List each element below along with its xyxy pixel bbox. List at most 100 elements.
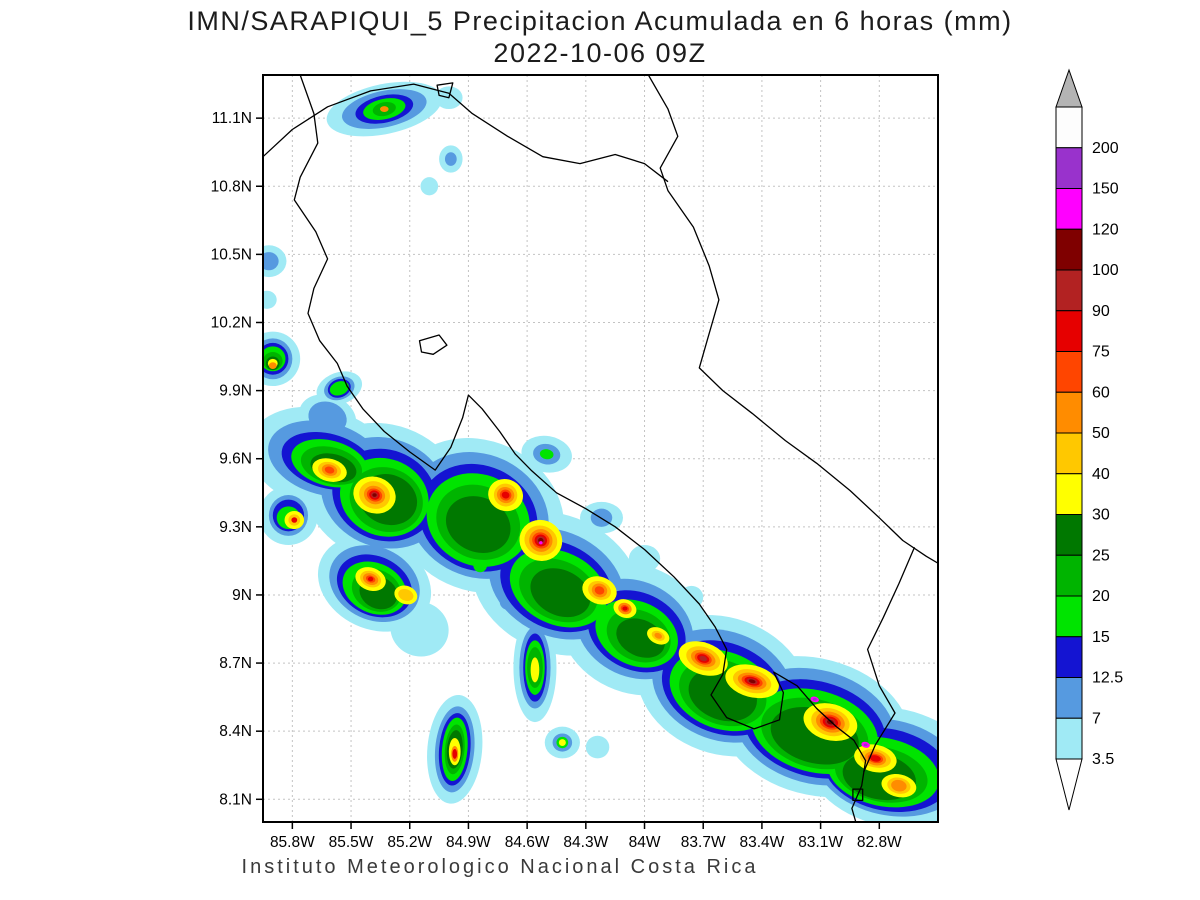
precip-cell (445, 496, 511, 553)
colorbar-label: 30 (1092, 507, 1110, 524)
lat-tick-label: 8.1N (219, 791, 252, 808)
precip-cell (530, 657, 540, 683)
colorbar-segment (1055, 391, 1083, 434)
colorbar-label: 12.5 (1092, 670, 1123, 687)
colorbar-segment (1055, 554, 1083, 597)
precip-cell (869, 755, 881, 762)
lat-tick-label: 9.6N (219, 451, 252, 468)
lon-tick-label: 84.3W (563, 834, 608, 851)
colorbar-segment (1055, 228, 1083, 271)
precip-cell (263, 290, 277, 309)
precip-cell (501, 491, 510, 499)
lon-tick-label: 85.8W (270, 834, 315, 851)
colorbar-label: 90 (1092, 303, 1110, 320)
precip-cell (585, 735, 610, 759)
precip-cell (622, 606, 628, 611)
colorbar-label: 20 (1092, 588, 1110, 605)
colorbar-label: 15 (1092, 629, 1110, 646)
colorbar-label: 40 (1092, 466, 1110, 483)
axis-labels: 85.8W 85.5W 85.2W 84.9W 84.6W 84.3W 84W 83.7W 83… (211, 110, 902, 851)
coastline-path (263, 83, 669, 183)
colorbar-segment (1055, 188, 1083, 230)
lon-tick-label: 84W (629, 834, 661, 851)
colorbar-segment (1055, 310, 1083, 352)
coastline-layer (263, 75, 938, 822)
precip-cell (268, 362, 277, 370)
colorbar-label: 7 (1092, 710, 1101, 727)
colorbar-label: 200 (1092, 140, 1119, 157)
precip-cell (539, 541, 543, 545)
precip-cell (539, 449, 554, 460)
precip-cell (812, 698, 817, 701)
precip-cell (654, 632, 662, 639)
colorbar-arrow-under (1055, 758, 1083, 811)
coastline-path (436, 82, 454, 99)
precip-shading-layer (263, 81, 938, 822)
chart-title: IMN/SARAPIQUI_5 Precipitacion Acumulada … (187, 6, 1013, 36)
colorbar-label: 50 (1092, 425, 1110, 442)
colorbar-segment (1055, 351, 1083, 393)
lon-tick-label: 83.7W (681, 834, 726, 851)
lat-tick-label: 10.8N (211, 178, 252, 195)
lon-tick-label: 84.6W (505, 834, 550, 851)
colorbar-arrow-over (1055, 68, 1083, 108)
precip-cell (863, 743, 868, 747)
lon-tick-label: 83.4W (740, 834, 785, 851)
colorbar-label: 75 (1092, 344, 1110, 361)
colorbar-segment (1055, 473, 1083, 515)
colorbar-label: 150 (1092, 181, 1119, 198)
precip-cell (473, 558, 488, 573)
colorbar-label: 3.5 (1092, 751, 1114, 768)
precip-cell (594, 586, 605, 595)
lat-tick-label: 8.4N (219, 723, 252, 740)
lat-tick-label: 9N (232, 587, 252, 604)
colorbar: 200 150 120 100 90 75 60 50 40 30 25 20 15 12.5 7 3.5 (1055, 68, 1123, 811)
lat-tick-label: 10.5N (211, 246, 252, 263)
lon-tick-label: 85.2W (387, 834, 432, 851)
colorbar-label: 60 (1092, 384, 1110, 401)
precip-cell (324, 466, 335, 474)
coastline-path (852, 788, 864, 802)
precip-cell (699, 655, 707, 662)
coastline-path (647, 75, 938, 564)
precip-cell (420, 177, 439, 196)
colorbar-label: 100 (1092, 262, 1119, 279)
precip-cell (748, 679, 756, 684)
precip-cell (329, 381, 349, 396)
precip-cell (679, 585, 704, 609)
colorbar-segment (1055, 269, 1083, 312)
footer-caption: Instituto Meteorologico Nacional Costa R… (241, 856, 759, 878)
lat-tick-label: 9.9N (219, 383, 252, 400)
colorbar-segment (1055, 717, 1083, 760)
precip-cell (263, 252, 279, 271)
colorbar-segment (1055, 677, 1083, 719)
coastline-path (418, 334, 448, 355)
lon-tick-label: 84.9W (446, 834, 491, 851)
chart-valid-time: 2022-10-06 09Z (493, 38, 707, 68)
lon-tick-label: 83.1W (798, 834, 843, 851)
lon-tick-label: 82.8W (857, 834, 902, 851)
colorbar-segment (1055, 106, 1083, 149)
precip-cell (530, 568, 591, 618)
colorbar-segment (1055, 432, 1083, 475)
colorbar-label: 25 (1092, 547, 1110, 564)
colorbar-segment (1055, 514, 1083, 556)
lat-tick-label: 9.3N (219, 519, 252, 536)
colorbar-segment (1055, 595, 1083, 638)
coastline-path (863, 547, 916, 773)
precip-cell (372, 493, 377, 497)
precip-cell (291, 517, 298, 523)
precip-cell (558, 739, 566, 746)
colorbar-segment (1055, 147, 1083, 189)
precip-cell (380, 106, 389, 113)
lat-tick-label: 10.2N (211, 314, 252, 331)
precip-cell (444, 152, 457, 166)
lat-tick-label: 8.7N (219, 655, 252, 672)
precip-cell (398, 588, 414, 601)
lat-tick-label: 11.1N (212, 110, 252, 127)
colorbar-label: 120 (1092, 221, 1119, 238)
colorbar-segment (1055, 636, 1083, 678)
precip-cell (452, 748, 458, 759)
